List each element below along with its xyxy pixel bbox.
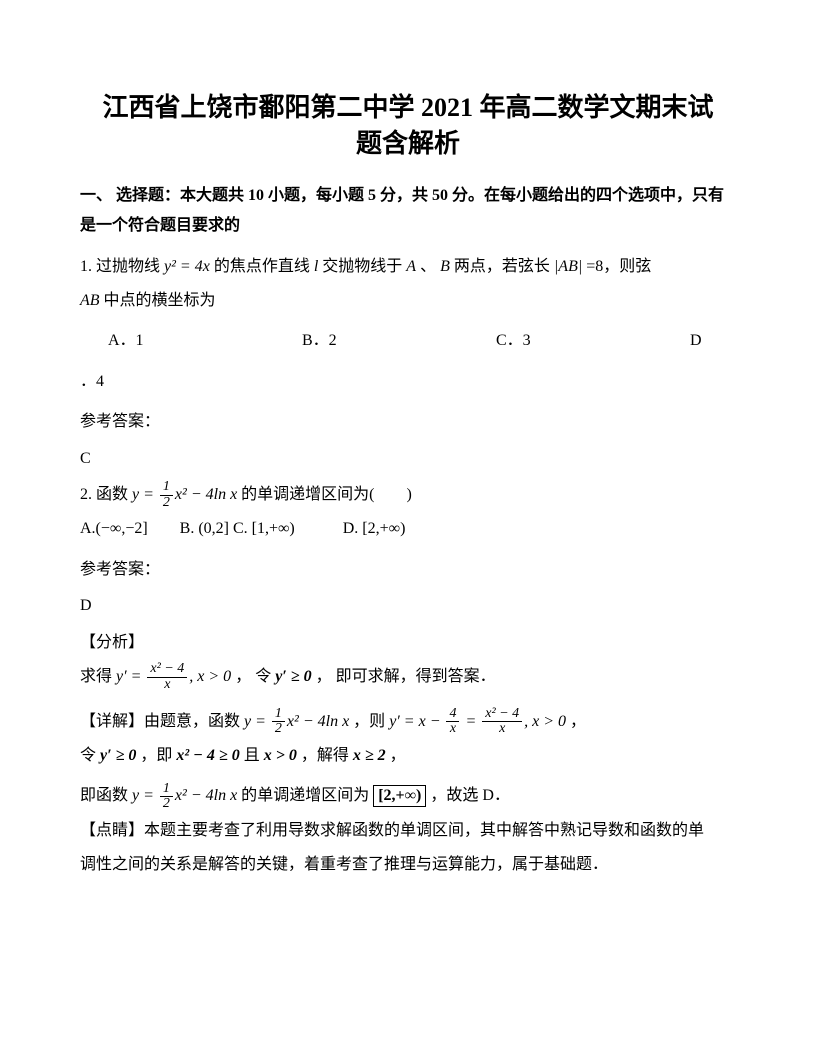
qiu-d: ， 即可求解，得到答案．	[316, 668, 496, 685]
x-gt-0: x > 0	[264, 747, 297, 764]
frac-4x: 4x	[446, 707, 459, 737]
q1-text-b: 的焦点作直线	[214, 258, 314, 275]
qiu-a: 求得	[80, 668, 116, 685]
title-line-1: 江西省上饶市鄱阳第二中学 2021 年高二数学文期末试	[80, 90, 736, 126]
q2-answer: D	[80, 591, 736, 621]
q1-option-B: B．2	[302, 326, 492, 356]
ji-a: 即函数	[80, 787, 132, 804]
ji-b: 的	[241, 787, 257, 804]
frac-half-2: 12	[272, 707, 285, 737]
ling-c: ，即	[140, 747, 176, 764]
q1-answer: C	[80, 444, 736, 474]
analysis-derive: 求得 y′ = x² − 4x, x > 0 ， 令 y′ ≥ 0 ， 即可求解…	[80, 662, 736, 693]
ling-i: ，	[390, 747, 406, 764]
q2-text-b: 的单调递增区间为( )	[241, 486, 412, 503]
q1-chord-AB: |AB|	[554, 258, 582, 275]
frac-half: 12	[160, 480, 173, 510]
minus4ln-2: − 4ln x	[299, 713, 349, 730]
q1-line-l: l	[314, 258, 318, 275]
frac-x24-b: x² − 4x	[482, 707, 522, 737]
question-1: 1. 过抛物线 y² = 4x 的焦点作直线 l 交抛物线于 A 、 B 两点，…	[80, 252, 736, 317]
x2-3: x²	[175, 787, 187, 804]
detail-c: ，	[570, 713, 586, 730]
qiu-b: ， 令	[235, 668, 275, 685]
q1-eq-parabola: y² = 4x	[164, 258, 210, 275]
q1-text-h: 中点的横坐标为	[104, 292, 216, 309]
yprime-x-minus: y′ = x −	[389, 713, 444, 730]
q1-ref-answer-label: 参考答案：	[80, 407, 736, 437]
x2-4-ge0: x² − 4 ≥ 0	[176, 747, 239, 764]
q1-option-D-letter: D	[690, 326, 702, 356]
ji-d: ，故选 D．	[430, 787, 510, 804]
frac-x24-a: x² − 4x	[147, 662, 187, 692]
point-line-1: 【点睛】本题主要考查了利用导数求解函数的单调区间，其中解答中熟记导数和函数的单	[80, 816, 736, 846]
q1-text-f: =8，则弦	[586, 258, 651, 275]
question-2: 2. 函数 y = 12x² − 4ln x 的单调递增区间为( )	[80, 480, 736, 511]
interval-box: [2,+∞)	[373, 785, 426, 806]
minus4ln-3: − 4ln x	[187, 787, 237, 804]
q1-text-d: 、	[420, 258, 440, 275]
analysis-label: 【分析】	[80, 628, 736, 658]
q1-text-a: 1. 过抛物线	[80, 258, 164, 275]
q1-option-D-tail: ．4	[80, 367, 736, 397]
detail-a: 【详解】由题意，函数	[80, 713, 244, 730]
yprime-eq: y′ =	[116, 668, 145, 685]
yprime-ge0-b: y′ ≥ 0	[100, 747, 136, 764]
x-squared: x²	[175, 486, 187, 503]
q1-AB: AB	[80, 292, 104, 309]
exam-page: 江西省上饶市鄱阳第二中学 2021 年高二数学文期末试 题含解析 一、 选择题：…	[0, 0, 816, 925]
func-expr-2: y = 12x² − 4ln x	[244, 713, 353, 730]
q1-text-c: 交抛物线于	[322, 258, 406, 275]
xgt0-b: , x > 0	[524, 713, 566, 730]
q2-options: A.(−∞,−2] B. (0,2] C. [1,+∞) D. [2,+∞)	[80, 514, 736, 544]
ji-c: 单调递增区间为	[257, 787, 373, 804]
ling-e: 且	[244, 747, 264, 764]
xgt0-a: , x > 0	[189, 668, 231, 685]
q2-ref-answer-label: 参考答案：	[80, 555, 736, 585]
y-eq-3: y =	[132, 787, 158, 804]
q1-point-A: A	[406, 258, 416, 275]
q1-option-C: C．3	[496, 326, 686, 356]
deriv-expr-1: y′ = x² − 4x, x > 0	[116, 668, 235, 685]
y-eq: y =	[132, 486, 158, 503]
q1-option-A: A．1	[108, 326, 298, 356]
q1-text-e: 两点，若弦长	[454, 258, 554, 275]
ji-line: 即函数 y = 12x² − 4ln x 的单调递增区间为 [2,+∞) ，故选…	[80, 781, 736, 812]
func-expr-3: y = 12x² − 4ln x	[132, 787, 241, 804]
yprime-ge0-a: y′ ≥ 0	[275, 668, 311, 685]
q2-text-a: 2. 函数	[80, 486, 132, 503]
ling-line: 令 y′ ≥ 0 ，即 x² − 4 ≥ 0 且 x > 0 ，解得 x ≥ 2…	[80, 741, 736, 771]
x2-2: x²	[287, 713, 299, 730]
frac-half-3: 12	[160, 782, 173, 812]
deriv-expr-2: y′ = x − 4x = x² − 4x, x > 0	[389, 713, 570, 730]
q1-point-B: B	[440, 258, 450, 275]
section-1-heading: 一、 选择题：本大题共 10 小题，每小题 5 分，共 50 分。在每小题给出的…	[80, 181, 736, 242]
title-line-2: 题含解析	[80, 126, 736, 162]
y-eq-2: y =	[244, 713, 270, 730]
detail-b: ，则	[353, 713, 389, 730]
minus-4lnx: − 4ln x	[187, 486, 237, 503]
ling-a: 令	[80, 747, 100, 764]
detail-line: 【详解】由题意，函数 y = 12x² − 4ln x ，则 y′ = x − …	[80, 707, 736, 738]
x-ge-2: x ≥ 2	[353, 747, 386, 764]
ling-g: ，解得	[301, 747, 353, 764]
q1-options: A．1 B．2 C．3 D	[108, 326, 736, 356]
exam-title: 江西省上饶市鄱阳第二中学 2021 年高二数学文期末试 题含解析	[80, 90, 736, 163]
q2-func: y = 12x² − 4ln x	[132, 486, 241, 503]
point-line-2: 调性之间的关系是解答的关键，着重考查了推理与运算能力，属于基础题．	[80, 850, 736, 880]
